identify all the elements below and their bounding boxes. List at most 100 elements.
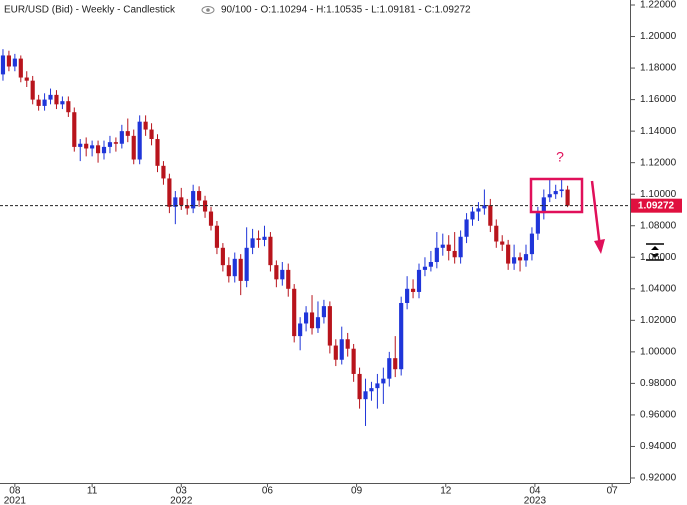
- candle-body: [238, 258, 243, 281]
- candle-body: [84, 143, 89, 149]
- candle-body: [315, 317, 321, 329]
- ohlc-summary: 90/100 - O:1.10294 - H:1.10535 - L:1.091…: [221, 5, 471, 16]
- candle-body: [434, 247, 439, 262]
- candle-body: [345, 339, 350, 349]
- x-year-label: 2023: [524, 496, 547, 505]
- candle-body: [36, 99, 41, 106]
- candle-body: [173, 197, 178, 207]
- candle-body: [333, 345, 338, 360]
- candle-body: [452, 250, 457, 258]
- candle-body: [292, 288, 297, 337]
- candle-body: [541, 197, 546, 214]
- highlight-box: [529, 177, 584, 214]
- candle-body: [363, 391, 368, 400]
- candle-body: [488, 205, 493, 226]
- y-tick-label: 0.98000: [640, 378, 677, 389]
- y-tick-label: 1.10000: [640, 189, 677, 200]
- candle-body: [440, 244, 445, 248]
- candle-body: [529, 233, 535, 255]
- candle-body: [553, 191, 558, 195]
- candle-body: [18, 58, 23, 78]
- x-tick-label: 04: [529, 486, 541, 497]
- candle-body: [161, 165, 166, 179]
- candle-body: [262, 236, 267, 240]
- candle-body: [381, 378, 386, 384]
- candle-body: [393, 358, 398, 370]
- y-tick-label: 0.94000: [640, 441, 677, 452]
- candle-body: [286, 269, 291, 289]
- y-tick-label: 1.00000: [640, 347, 677, 358]
- candle-body: [0, 55, 6, 75]
- candle-body: [559, 189, 564, 192]
- candle-body: [185, 205, 190, 209]
- candle-body: [24, 77, 29, 81]
- candle-body: [405, 288, 410, 303]
- candle-body: [327, 306, 332, 346]
- x-year-label: 2021: [4, 496, 27, 505]
- candle-body: [428, 261, 433, 267]
- y-tick-label: 1.16000: [640, 94, 677, 105]
- y-tick-label: 0.96000: [640, 410, 677, 421]
- x-tick-label: 07: [607, 486, 619, 497]
- x-tick-label: 06: [262, 486, 274, 497]
- candle-body: [464, 219, 469, 237]
- candle-body: [369, 388, 374, 392]
- candle-body: [523, 254, 529, 261]
- x-tick-label: 12: [440, 486, 452, 497]
- y-tick-label: 1.12000: [640, 157, 677, 168]
- candle-body: [280, 269, 285, 280]
- candle-body: [512, 257, 517, 264]
- candle-body: [565, 189, 570, 206]
- candle-body: [72, 112, 77, 147]
- candle-body: [476, 208, 481, 212]
- arrow: [590, 180, 602, 248]
- x-tick-label: 11: [87, 486, 98, 497]
- y-tick-label: 1.22000: [640, 0, 677, 11]
- candle-body: [66, 101, 71, 113]
- candle-body: [214, 225, 220, 248]
- candle-body: [535, 213, 540, 234]
- arrow-head: [594, 239, 605, 254]
- annotation: ?: [556, 149, 564, 165]
- x-year-label: 2022: [170, 496, 193, 505]
- candle-body: [131, 135, 136, 160]
- candle-body: [339, 339, 344, 360]
- y-tick-label: 1.04000: [640, 283, 677, 294]
- candle-body: [48, 94, 53, 100]
- candle-body: [268, 236, 273, 266]
- candle-body: [155, 139, 160, 166]
- candle-body: [399, 302, 404, 370]
- candle-body: [250, 238, 255, 248]
- candle-body: [137, 121, 142, 160]
- candle-body: [304, 312, 309, 324]
- chart-title: EUR/USD (Bid) - Weekly - Candlestick: [4, 5, 176, 16]
- candle-body: [298, 323, 303, 337]
- candle-body: [119, 131, 124, 144]
- candle-body: [149, 129, 154, 140]
- candle-body: [387, 358, 392, 379]
- y-tick-label: 1.08000: [640, 220, 677, 231]
- candle-body: [446, 244, 451, 251]
- x-tick-label: 09: [351, 486, 363, 497]
- candle-body: [274, 265, 279, 280]
- candle-body: [410, 288, 416, 292]
- tool-icon: [646, 243, 664, 261]
- current-price-tag: [631, 198, 682, 213]
- candle-body: [482, 205, 487, 209]
- candle-body: [517, 257, 523, 261]
- candle-body: [500, 241, 505, 245]
- candle-body: [494, 225, 499, 242]
- candle-body: [167, 178, 172, 207]
- candle-body: [458, 236, 463, 258]
- candle-body: [6, 55, 11, 67]
- candle-body: [351, 348, 356, 374]
- y-tick-label: 1.18000: [640, 63, 677, 74]
- candle-body: [191, 191, 196, 209]
- candle-body: [232, 258, 237, 277]
- candle-body: [113, 142, 118, 144]
- candle-body: [78, 143, 83, 147]
- candle-body: [30, 80, 35, 100]
- candle-body: [309, 312, 315, 329]
